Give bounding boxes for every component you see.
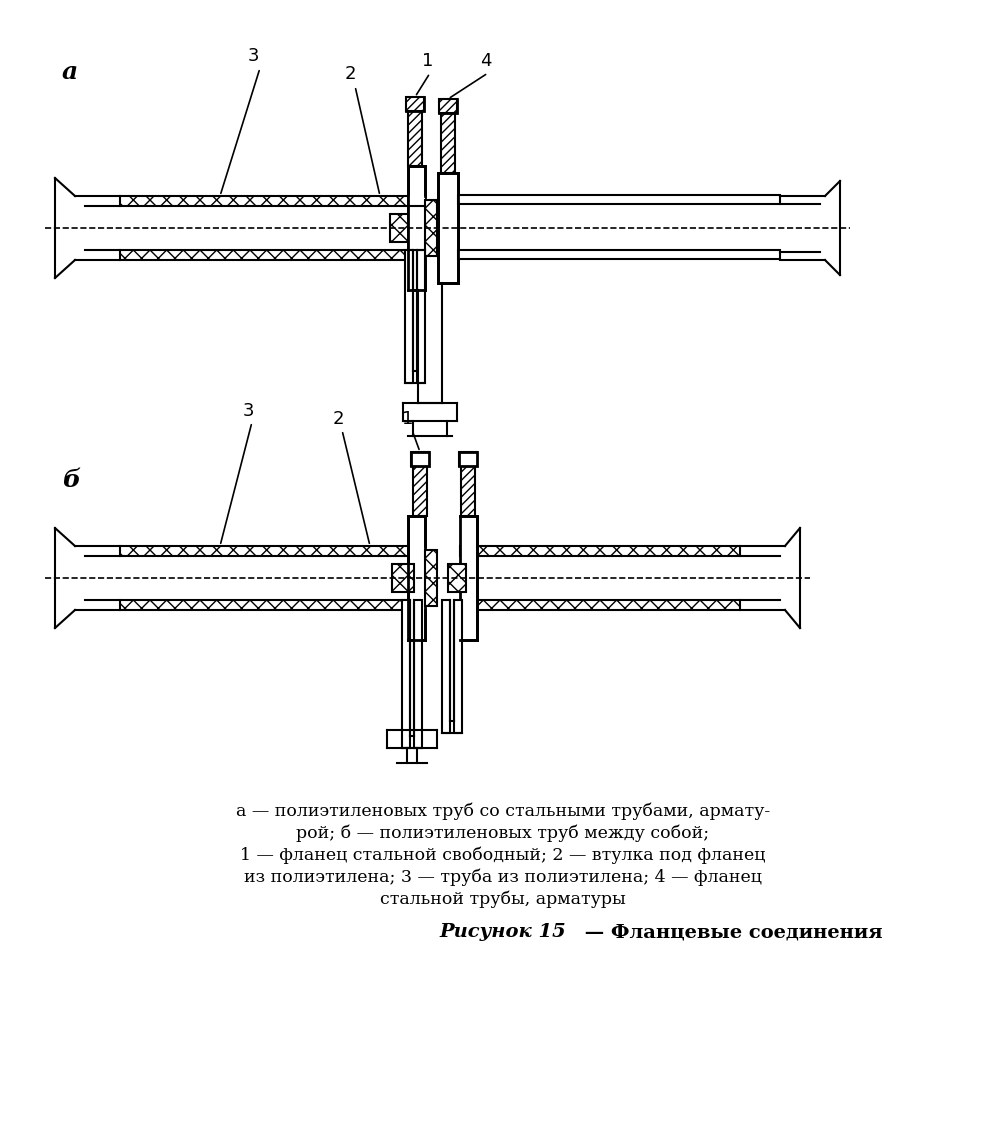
Bar bbox=[425, 550, 437, 606]
Bar bbox=[408, 515, 425, 640]
Bar bbox=[408, 111, 422, 166]
Text: — Фланцевые соединения: — Фланцевые соединения bbox=[578, 923, 882, 941]
Bar bbox=[439, 99, 457, 113]
Text: 3: 3 bbox=[247, 47, 259, 65]
Text: рой; б — полиэтиленовых труб между собой;: рой; б — полиэтиленовых труб между собой… bbox=[297, 825, 709, 843]
Bar bbox=[414, 600, 422, 748]
Bar bbox=[458, 195, 780, 204]
Bar bbox=[405, 250, 413, 384]
Bar bbox=[442, 600, 450, 733]
Text: Рисунок 15: Рисунок 15 bbox=[440, 923, 566, 941]
Bar bbox=[411, 452, 429, 466]
Text: а — полиэтиленовых труб со стальными трубами, армату-: а — полиэтиленовых труб со стальными тру… bbox=[235, 803, 771, 820]
Bar bbox=[441, 113, 455, 173]
Text: а: а bbox=[62, 60, 78, 83]
Bar bbox=[454, 600, 462, 733]
Bar bbox=[120, 546, 410, 556]
Text: стальной трубы, арматуры: стальной трубы, арматуры bbox=[380, 891, 626, 908]
Text: б: б bbox=[62, 468, 80, 492]
Bar bbox=[439, 99, 457, 113]
Bar bbox=[411, 452, 429, 466]
Bar bbox=[448, 564, 466, 592]
Bar bbox=[438, 173, 458, 283]
Bar bbox=[392, 564, 414, 592]
Bar bbox=[390, 214, 415, 243]
Bar bbox=[425, 200, 437, 256]
Bar bbox=[459, 452, 477, 466]
Bar bbox=[458, 250, 780, 259]
Bar bbox=[406, 97, 424, 111]
Bar bbox=[413, 466, 427, 515]
Text: 4: 4 bbox=[480, 52, 492, 70]
Bar bbox=[408, 196, 425, 259]
Text: 3: 3 bbox=[242, 402, 254, 420]
Bar bbox=[460, 546, 740, 556]
Text: 1: 1 bbox=[402, 409, 413, 428]
Bar bbox=[459, 452, 477, 466]
Bar bbox=[461, 466, 475, 515]
Bar bbox=[120, 600, 410, 610]
Bar bbox=[406, 97, 424, 111]
Bar bbox=[120, 196, 425, 206]
Text: из полиэтилена; 3 — труба из полиэтилена; 4 — фланец: из полиэтилена; 3 — труба из полиэтилена… bbox=[244, 869, 762, 887]
Bar bbox=[460, 515, 477, 640]
Bar bbox=[460, 600, 740, 610]
Bar bbox=[408, 166, 425, 290]
Text: 1: 1 bbox=[423, 52, 434, 70]
Text: 2: 2 bbox=[332, 409, 344, 428]
Bar bbox=[402, 600, 410, 748]
Text: 2: 2 bbox=[344, 65, 356, 83]
Text: 1 — фланец стальной свободный; 2 — втулка под фланец: 1 — фланец стальной свободный; 2 — втулк… bbox=[240, 847, 766, 864]
Bar bbox=[120, 250, 425, 259]
Bar bbox=[417, 250, 425, 384]
